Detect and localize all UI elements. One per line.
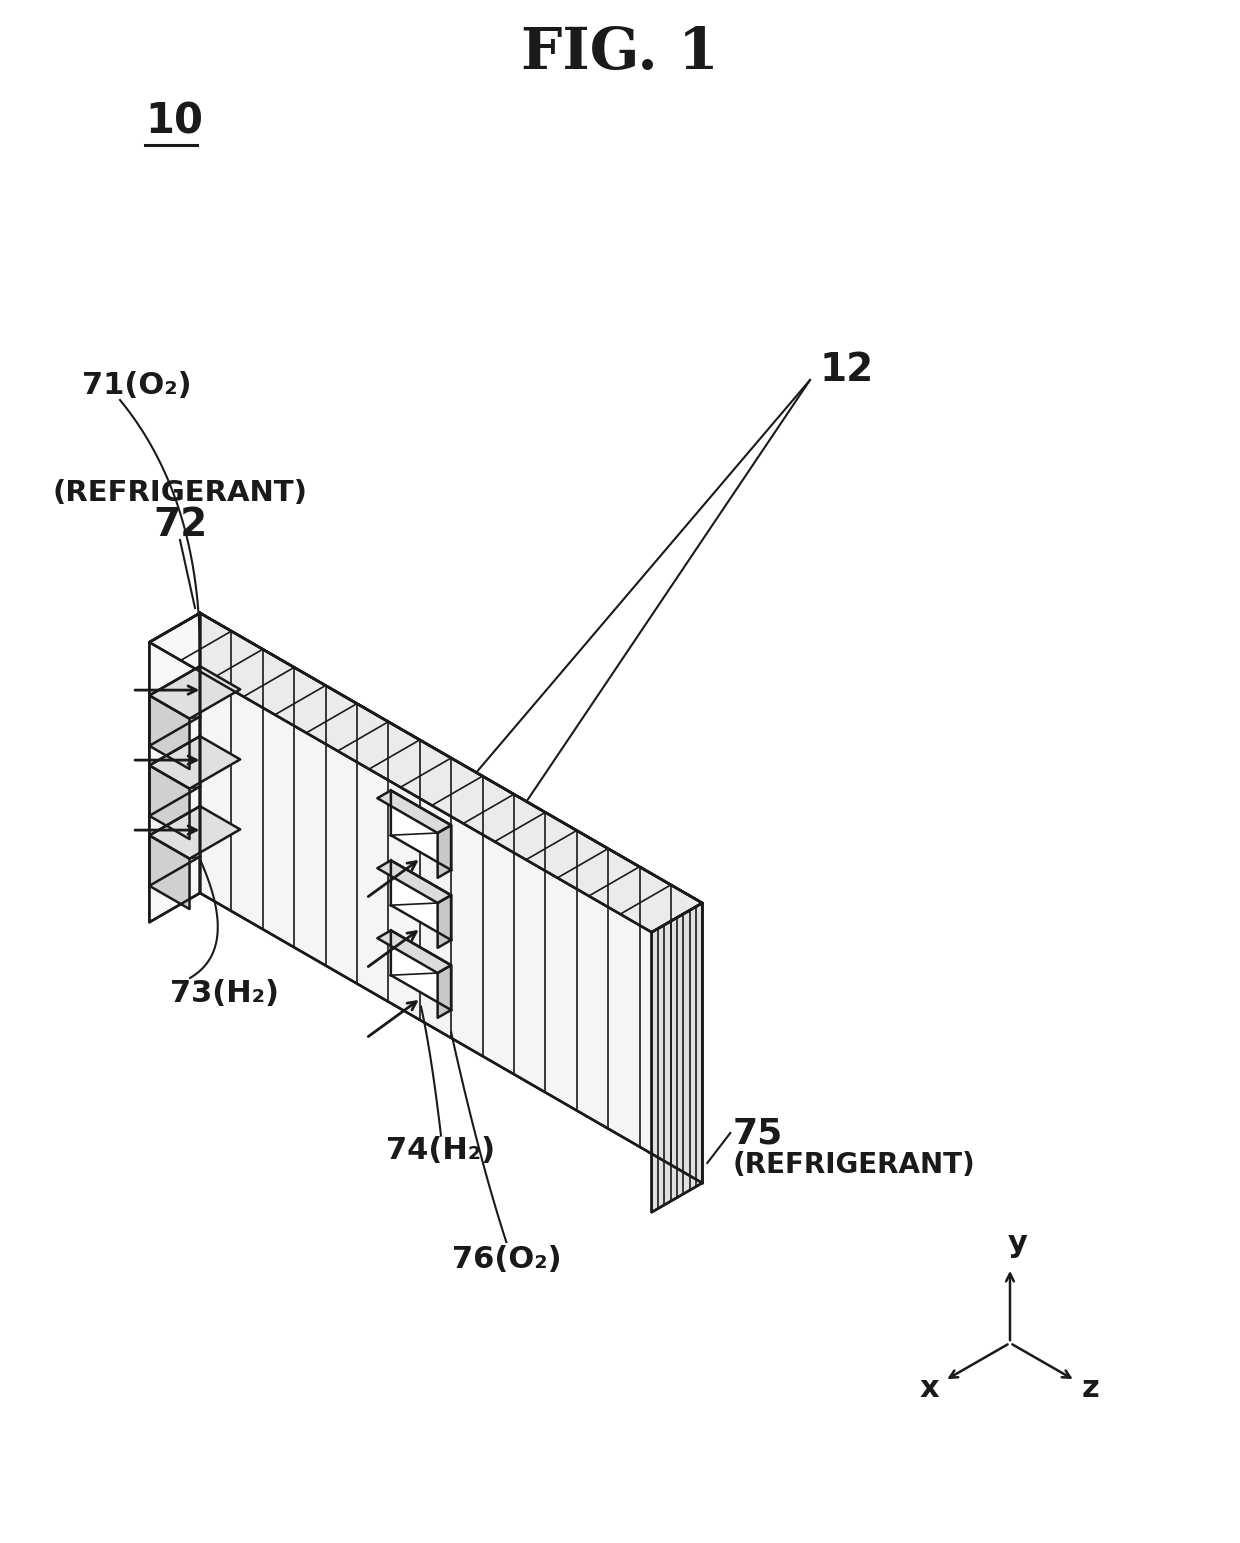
Text: z: z [1081, 1373, 1099, 1403]
Polygon shape [149, 805, 241, 858]
Polygon shape [200, 613, 702, 1183]
Text: 10: 10 [145, 100, 203, 143]
Text: y: y [1008, 1230, 1028, 1258]
Text: 73(H₂): 73(H₂) [170, 978, 279, 1008]
Polygon shape [149, 696, 190, 768]
Polygon shape [377, 861, 451, 903]
Polygon shape [149, 736, 200, 816]
Text: 75: 75 [733, 1116, 782, 1150]
Polygon shape [377, 930, 451, 974]
Polygon shape [149, 613, 702, 932]
Text: (REFRIGERANT): (REFRIGERANT) [52, 478, 308, 508]
Polygon shape [377, 790, 451, 833]
Polygon shape [149, 835, 190, 909]
Polygon shape [438, 895, 451, 947]
Polygon shape [438, 966, 451, 1018]
Text: 74(H₂): 74(H₂) [387, 1136, 496, 1165]
Polygon shape [391, 861, 451, 940]
Text: 76(O₂): 76(O₂) [451, 1245, 562, 1273]
Text: 72: 72 [153, 506, 207, 545]
Polygon shape [149, 805, 200, 886]
Text: (REFRIGERANT): (REFRIGERANT) [733, 1151, 975, 1179]
Text: FIG. 1: FIG. 1 [521, 25, 719, 80]
Polygon shape [438, 826, 451, 878]
Polygon shape [149, 667, 200, 745]
Polygon shape [149, 765, 190, 839]
Text: 12: 12 [820, 350, 874, 389]
Polygon shape [391, 790, 451, 870]
Text: x: x [920, 1373, 940, 1403]
Text: 71(O₂): 71(O₂) [82, 370, 192, 400]
Polygon shape [149, 667, 241, 719]
Polygon shape [149, 736, 241, 788]
Polygon shape [652, 903, 702, 1213]
Polygon shape [391, 930, 451, 1011]
Polygon shape [149, 613, 200, 923]
